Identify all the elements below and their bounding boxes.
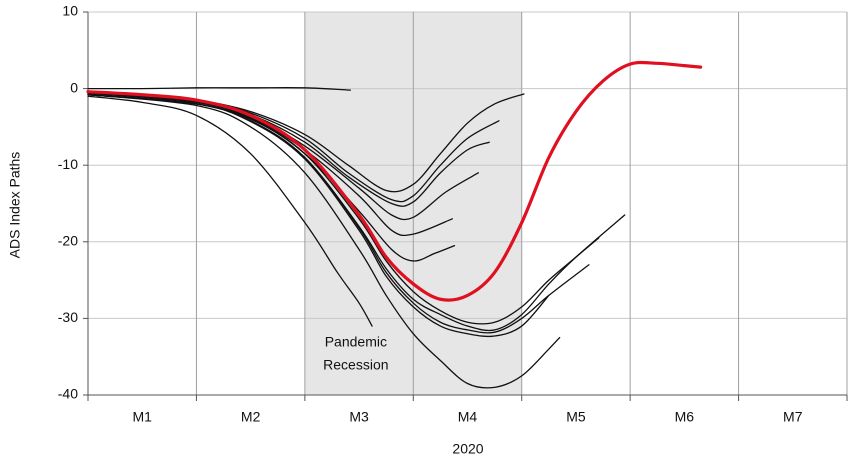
line-series — [87, 94, 600, 325]
y-tick-label: -20 — [58, 233, 78, 249]
y-tick-label: 10 — [62, 3, 78, 19]
annotation: Recession — [323, 357, 388, 373]
y-tick-label: -30 — [58, 309, 78, 325]
line-series — [86, 60, 703, 302]
annotation: Pandemic — [325, 334, 387, 350]
x-tick-label: M1 — [132, 409, 152, 425]
x-tick-label: M4 — [458, 409, 478, 425]
line-series — [87, 87, 352, 91]
line-series — [87, 95, 373, 327]
y-axis-label: ADS Index Paths — [7, 152, 23, 259]
x-tick-label: M6 — [675, 409, 695, 425]
y-tick-label: -40 — [58, 386, 78, 402]
line-series — [87, 94, 550, 338]
y-tick-label: 0 — [70, 79, 78, 95]
x-tick-label: M5 — [566, 409, 586, 425]
x-tick-label: M2 — [241, 409, 261, 425]
line-series — [87, 94, 561, 389]
x-tick-label: M7 — [783, 409, 803, 425]
y-tick-label: -10 — [58, 156, 78, 172]
x-tick-label: M3 — [349, 409, 369, 425]
x-axis-label: 2020 — [452, 441, 483, 457]
